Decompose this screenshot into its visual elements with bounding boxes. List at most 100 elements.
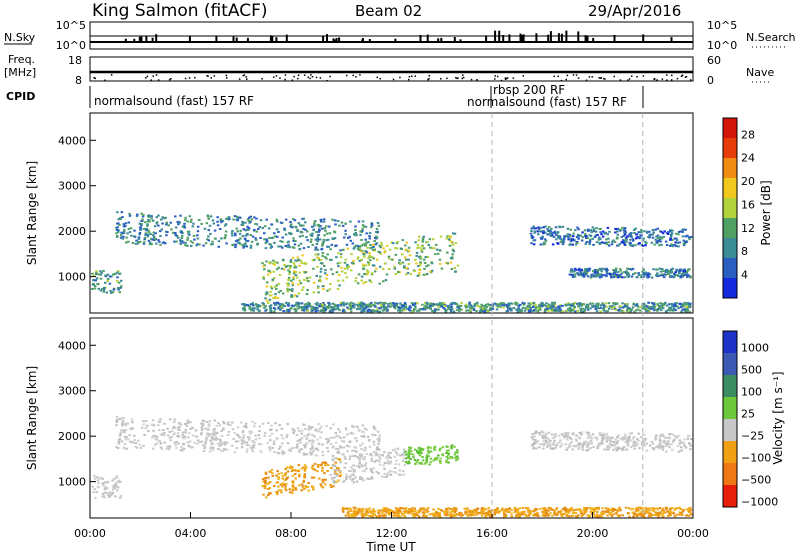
echo-cell [142,444,145,447]
echo-cell [366,261,370,264]
echo-cell [595,227,598,230]
echo-cell [380,475,384,478]
echo-cell [576,233,580,236]
echo-cell [640,441,644,444]
echo-cell [629,310,632,313]
echo-cell [327,440,330,443]
echo-cell [288,491,292,494]
echo-cell [629,308,633,311]
echo-cell [445,459,448,462]
nsky-spike [627,41,630,42]
echo-cell [419,449,422,452]
echo-cell [555,238,558,241]
echo-cell [220,221,223,224]
echo-cell [622,436,625,439]
nsky-spike [188,41,191,42]
echo-cell [461,514,464,517]
echo-cell [207,427,210,430]
echo-cell [564,303,567,306]
echo-cell [456,451,459,454]
echo-cell [552,303,555,305]
echo-cell [633,228,636,231]
echo-cell [324,229,327,232]
echo-cell [155,242,158,245]
echo-cell [631,238,635,241]
echo-cell [134,445,137,448]
echo-cell [168,430,171,433]
echo-cell [288,488,291,491]
echo-cell [639,306,642,309]
echo-cell [294,274,298,277]
echo-cell [574,273,577,276]
echo-cell [407,452,410,455]
echo-cell [528,514,531,517]
echo-cell [569,240,573,243]
echo-cell [587,431,590,434]
echo-cell [307,425,311,428]
echo-cell [378,515,382,518]
echo-cell [349,308,353,310]
echo-cell [628,307,631,310]
echo-cell [351,468,355,471]
echo-cell [269,246,273,249]
echo-cell [317,423,320,426]
echo-cell [291,484,295,487]
echo-cell [645,230,649,233]
echo-cell [389,452,392,454]
nsky-spike [642,34,645,42]
nsky-spike [613,35,616,42]
echo-cell [361,510,365,513]
echo-cell [198,441,202,443]
echo-cell [567,431,570,434]
echo-cell [116,489,119,492]
echo-cell [95,277,99,280]
echo-cell [378,448,381,451]
echo-cell [242,228,245,231]
echo-cell [596,306,599,309]
echo-cell [311,464,315,467]
echo-cell [296,305,299,308]
echo-cell [637,243,640,246]
echo-cell [559,439,562,442]
echo-cell [291,288,294,291]
echo-cell [380,306,383,309]
echo-cell [98,477,101,480]
nave-dot [462,76,465,79]
echo-cell [268,492,271,495]
echo-cell [259,237,262,239]
echo-cell [314,428,318,431]
echo-cell [626,235,629,238]
echo-cell [206,432,209,435]
echo-cell [403,464,406,467]
echo-cell [291,489,294,492]
echo-cell [321,461,324,464]
echo-cell [570,304,573,307]
echo-cell [122,231,126,233]
nsky-spike [210,41,213,42]
echo-cell [368,445,372,448]
echo-cell [250,240,254,243]
echo-cell [150,243,153,246]
echo-cell [679,302,682,305]
echo-cell [619,273,622,276]
echo-cell [573,301,577,304]
echo-cell [688,304,691,307]
echo-cell [321,450,324,453]
echo-cell [297,222,301,225]
echo-cell [265,218,268,221]
echo-cell [160,218,163,221]
echo-cell [298,235,302,238]
echo-cell [276,301,279,304]
echo-cell [365,514,368,517]
echo-cell [402,305,405,308]
echo-cell [358,247,361,250]
echo-cell [267,227,271,230]
echo-cell [553,511,556,514]
echo-cell [355,450,358,453]
echo-cell [379,302,383,305]
echo-cell [618,309,621,312]
echo-cell [97,273,101,276]
nsky-spike [584,35,587,42]
echo-cell [542,232,545,235]
echo-cell [191,241,194,244]
